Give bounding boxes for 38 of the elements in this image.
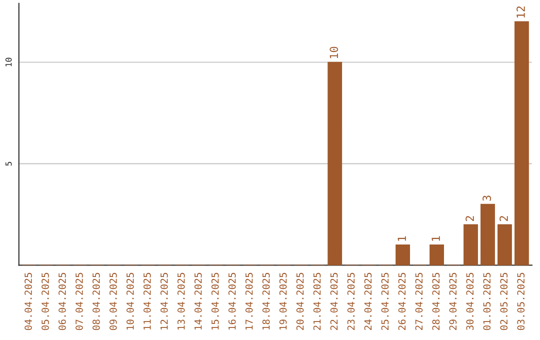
x-tick-label: 20.04.2025: [296, 272, 304, 330]
y-tick-label: 5: [6, 162, 12, 166]
x-tick-label: 10.04.2025: [126, 272, 134, 330]
data-label: 12: [516, 6, 525, 18]
data-label: 10: [330, 46, 338, 58]
x-tick-label: 23.04.2025: [347, 272, 355, 330]
x-tick-label: 14.04.2025: [194, 272, 202, 330]
x-tick-label: 13.04.2025: [177, 272, 185, 330]
x-tick-label: 02.05.2025: [500, 272, 508, 330]
data-label: 1: [432, 236, 440, 241]
x-tick-label: 25.04.2025: [381, 272, 389, 330]
data-label: 3: [482, 196, 491, 201]
x-tick-label: 19.04.2025: [279, 272, 287, 330]
data-label: 2: [500, 216, 508, 222]
data-label: 2: [466, 216, 474, 222]
x-tick-label: 09.04.2025: [110, 272, 117, 330]
x-tick-label: 27.04.2025: [415, 272, 423, 330]
x-tick-label: 05.04.2025: [42, 272, 49, 330]
x-tick-label: 11.04.2025: [143, 272, 151, 330]
x-tick-label: 07.04.2025: [76, 272, 83, 330]
x-tick-label: 21.04.2025: [313, 272, 321, 330]
x-tick-label: 15.04.2025: [211, 272, 219, 330]
x-tick-label: 18.04.2025: [262, 272, 270, 330]
x-tick-label: 22.04.2025: [330, 272, 338, 330]
data-label: 1: [398, 236, 406, 241]
x-tick-label: 17.04.2025: [245, 272, 253, 330]
x-tick-label: 26.04.2025: [398, 272, 406, 330]
x-tick-label: 12.04.2025: [160, 272, 168, 330]
x-tick-label: 16.04.2025: [228, 272, 236, 330]
x-tick-label: 08.04.2025: [92, 272, 100, 330]
x-tick-label: 29.04.2025: [449, 272, 457, 330]
x-tick-label: 04.04.2025: [24, 272, 32, 330]
x-tick-label: 28.04.2025: [432, 272, 440, 330]
x-tick-label: 30.04.2025: [466, 272, 474, 330]
x-tick-label: 06.04.2025: [58, 272, 66, 330]
x-tick-label: 01.05.2025: [483, 272, 491, 330]
x-tick-label: 03.05.2025: [517, 272, 525, 330]
x-tick-label: 24.04.2025: [364, 272, 372, 330]
